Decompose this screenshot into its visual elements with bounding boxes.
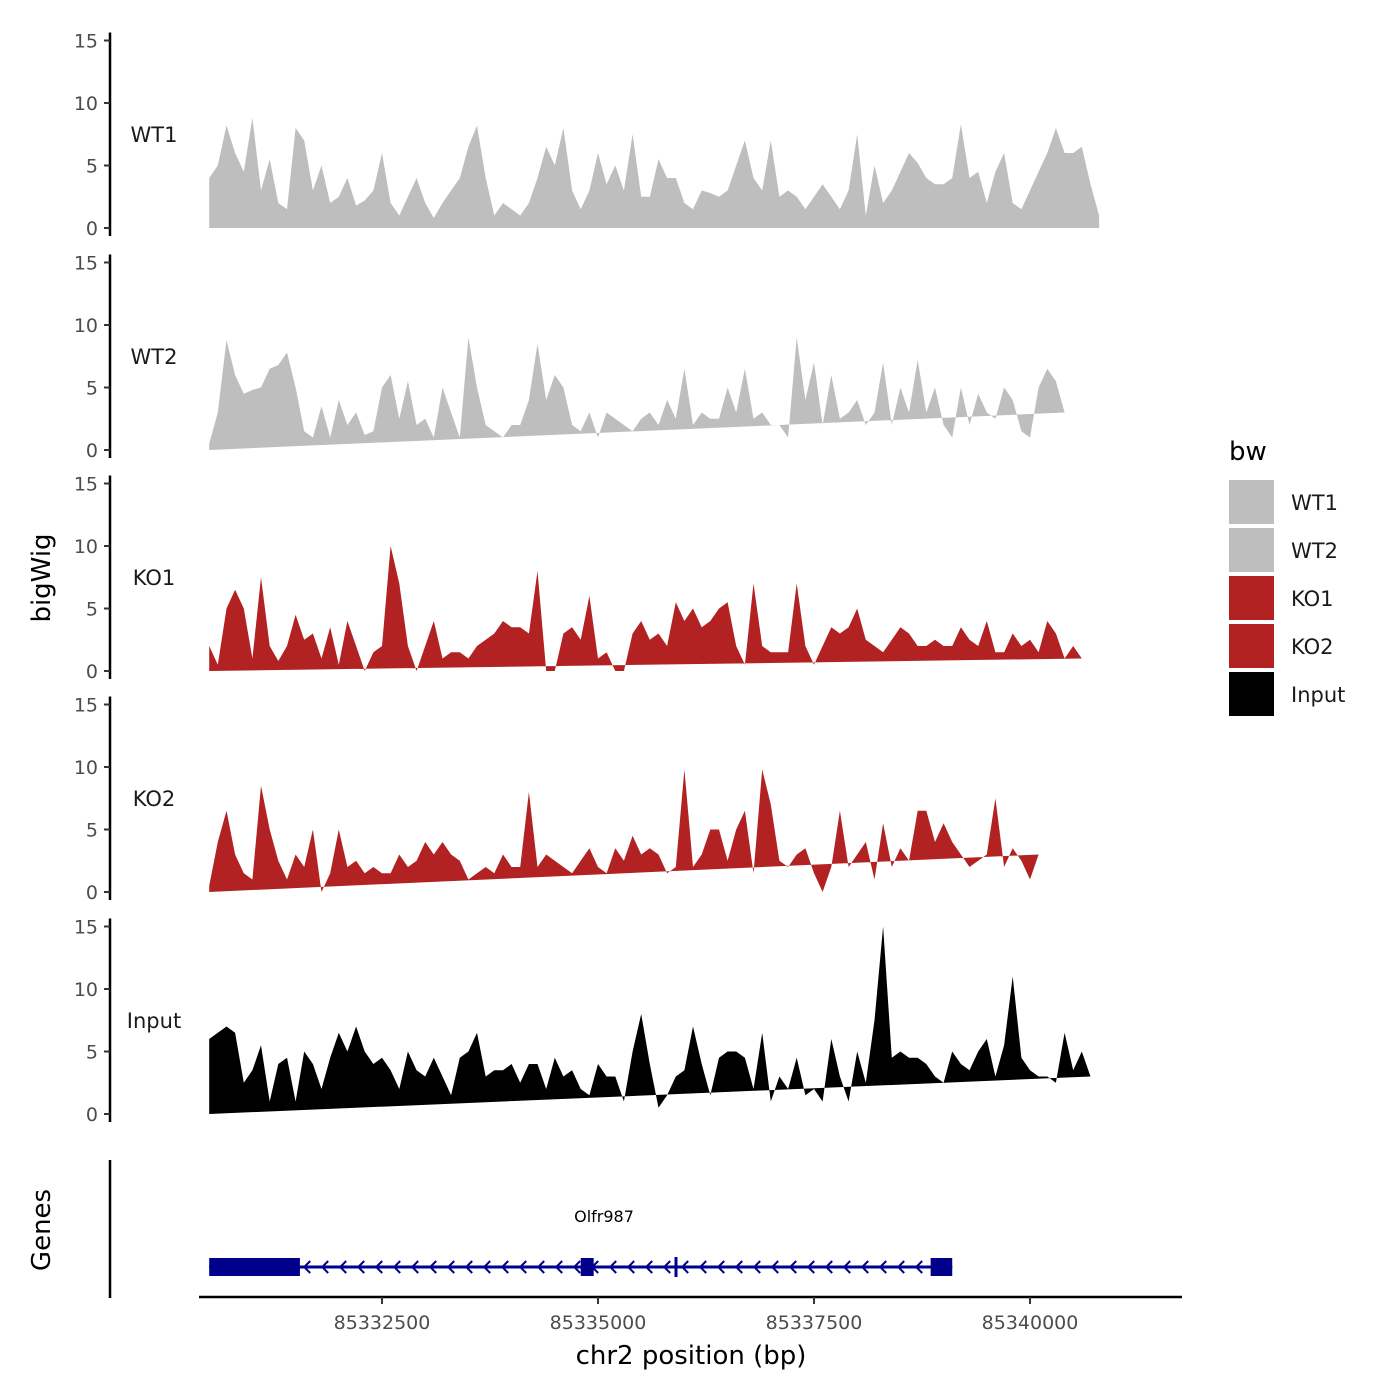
strand-arrow (392, 1260, 401, 1274)
signal-area (209, 337, 1065, 450)
strand-arrow (806, 1260, 815, 1274)
genes-panel-label: Genes (27, 1189, 57, 1271)
legend-title: bw (1229, 437, 1267, 467)
strand-arrow (788, 1260, 797, 1274)
y-tick-label: 0 (86, 661, 98, 683)
strand-arrow (698, 1260, 707, 1274)
track-label: Input (127, 1009, 181, 1033)
x-tick-label: 85332500 (334, 1312, 431, 1334)
track-ko1: 0 5 10 15 KO1 (74, 474, 1082, 683)
legend-swatch-ko1 (1229, 576, 1274, 620)
strand-arrow (482, 1260, 491, 1274)
genes-panel: Genes Olfr987 (27, 1160, 953, 1298)
strand-arrow (680, 1260, 689, 1274)
y-tick-label: 10 (74, 93, 98, 115)
strand-arrow (356, 1260, 365, 1274)
y-tick-label: 15 (74, 474, 98, 496)
strand-arrow (914, 1260, 923, 1274)
legend-swatch-wt2 (1229, 528, 1274, 572)
strand-arrow (662, 1260, 671, 1274)
legend-label-ko2: KO2 (1291, 635, 1334, 659)
strand-arrow (824, 1260, 833, 1274)
strand-arrow (410, 1260, 419, 1274)
track-wt2: 0 5 10 15 WT2 (74, 253, 1065, 462)
strand-arrow (644, 1260, 653, 1274)
y-tick-label: 5 (86, 599, 98, 621)
y-tick-label: 15 (74, 31, 98, 53)
gene-name-label: Olfr987 (574, 1207, 634, 1226)
x-tick-label: 85340000 (982, 1312, 1079, 1334)
strand-arrow (500, 1260, 509, 1274)
signal-area (209, 118, 1100, 228)
y-tick-label: 15 (74, 695, 98, 717)
y-tick-label: 10 (74, 979, 98, 1001)
y-tick-label: 0 (86, 440, 98, 462)
y-tick-label: 5 (86, 156, 98, 178)
y-tick-label: 10 (74, 757, 98, 779)
y-tick-label: 15 (74, 253, 98, 275)
signal-area (209, 769, 1039, 892)
strand-arrow (428, 1260, 437, 1274)
track-label: KO1 (133, 566, 176, 590)
signal-area (209, 546, 1082, 671)
strand-arrow (374, 1260, 383, 1274)
track-label: KO2 (133, 787, 176, 811)
exon (930, 1258, 953, 1276)
track-label: WT2 (131, 345, 178, 369)
x-tick-label: 85335000 (550, 1312, 647, 1334)
legend-label-input: Input (1291, 683, 1345, 707)
signal-tracks: 0 5 10 15 WT1 0 5 10 15 WT2 0 5 10 15 KO1 0 5 10 15 KO2 0 5 10… (74, 31, 1100, 1126)
y-tick-label: 5 (86, 820, 98, 842)
y-axis-title: bigWig (27, 533, 57, 622)
y-tick-label: 15 (74, 917, 98, 939)
strand-arrow (464, 1260, 473, 1274)
strand-arrow (878, 1260, 887, 1274)
signal-area (209, 926, 1091, 1114)
strand-arrow (626, 1260, 635, 1274)
legend-swatch-input (1229, 672, 1274, 716)
y-tick-label: 10 (74, 315, 98, 337)
strand-arrow (320, 1260, 329, 1274)
strand-arrow (752, 1260, 761, 1274)
x-axis-title: chr2 position (bp) (576, 1341, 807, 1371)
strand-arrow (536, 1260, 545, 1274)
strand-arrow (860, 1260, 869, 1274)
strand-arrow (554, 1260, 563, 1274)
legend-label-wt1: WT1 (1291, 491, 1338, 515)
x-tick-label: 85337500 (766, 1312, 863, 1334)
track-wt1: 0 5 10 15 WT1 (74, 31, 1100, 240)
legend-label-ko1: KO1 (1291, 587, 1334, 611)
track-input: 0 5 10 15 Input (74, 917, 1091, 1126)
strand-arrow (302, 1260, 311, 1274)
strand-arrow (842, 1260, 851, 1274)
strand-arrow (716, 1260, 725, 1274)
strand-arrow (338, 1260, 347, 1274)
y-tick-label: 5 (86, 1042, 98, 1064)
y-tick-label: 10 (74, 536, 98, 558)
strand-arrow (446, 1260, 455, 1274)
strand-arrow (518, 1260, 527, 1274)
exon (580, 1258, 594, 1276)
strand-arrow (608, 1260, 617, 1274)
y-tick-label: 0 (86, 1104, 98, 1126)
y-tick-label: 0 (86, 218, 98, 240)
legend: bw WT1 WT2 KO1 KO2 Input (1229, 437, 1345, 716)
x-axis: 85332500 85335000 85337500 85340000 (199, 1295, 1182, 1334)
strand-arrow (896, 1260, 905, 1274)
legend-swatch-ko2 (1229, 624, 1274, 668)
strand-arrow (734, 1260, 743, 1274)
track-label: WT1 (131, 123, 178, 147)
strand-arrow (770, 1260, 779, 1274)
gene-olfr987: Olfr987 (209, 1207, 953, 1277)
exon (209, 1258, 300, 1276)
legend-label-wt2: WT2 (1291, 539, 1338, 563)
strand-arrow (572, 1260, 581, 1274)
y-tick-label: 5 (86, 378, 98, 400)
legend-swatch-wt1 (1229, 480, 1274, 524)
track-ko2: 0 5 10 15 KO2 (74, 695, 1039, 904)
y-tick-label: 0 (86, 882, 98, 904)
